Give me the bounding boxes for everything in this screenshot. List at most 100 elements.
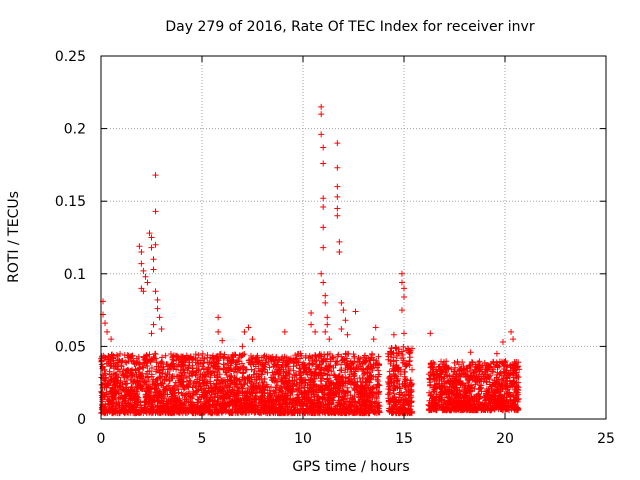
roti-point bbox=[270, 371, 277, 378]
roti-point bbox=[358, 382, 365, 389]
y-tick-label: 0.2 bbox=[64, 122, 86, 138]
roti-point bbox=[390, 331, 397, 338]
roti-point bbox=[271, 378, 278, 385]
roti-point bbox=[312, 352, 319, 359]
roti-point bbox=[467, 349, 474, 356]
roti-point bbox=[173, 383, 180, 390]
roti-point bbox=[322, 299, 329, 306]
roti-point bbox=[331, 371, 338, 378]
roti-point bbox=[317, 369, 324, 376]
roti-point bbox=[364, 393, 371, 400]
roti-point bbox=[214, 390, 221, 397]
roti-point bbox=[137, 402, 144, 409]
x-tick-label: 15 bbox=[395, 431, 413, 447]
roti-point bbox=[342, 369, 349, 376]
roti-point bbox=[144, 363, 151, 370]
roti-point bbox=[234, 402, 241, 409]
roti-point bbox=[322, 292, 329, 299]
roti-point bbox=[122, 380, 129, 387]
roti-point bbox=[138, 260, 145, 267]
roti-point bbox=[352, 308, 359, 315]
roti-point bbox=[321, 351, 328, 358]
roti-point bbox=[427, 330, 434, 337]
roti-point bbox=[342, 317, 349, 324]
roti-point bbox=[106, 368, 113, 375]
roti-point bbox=[215, 314, 222, 321]
roti-point bbox=[338, 361, 345, 368]
roti-point bbox=[137, 373, 144, 380]
roti-point bbox=[334, 193, 341, 200]
roti-point bbox=[320, 224, 327, 231]
roti-point bbox=[162, 370, 169, 377]
roti-point bbox=[338, 325, 345, 332]
roti-point bbox=[180, 386, 187, 393]
roti-point bbox=[320, 144, 327, 151]
roti-point bbox=[344, 331, 351, 338]
roti-point bbox=[320, 357, 327, 364]
roti-point bbox=[368, 399, 375, 406]
roti-point bbox=[158, 393, 165, 400]
roti-point bbox=[370, 336, 377, 343]
roti-point bbox=[234, 369, 241, 376]
roti-point bbox=[294, 382, 301, 389]
roti-point bbox=[269, 400, 276, 407]
roti-point bbox=[334, 212, 341, 219]
roti-point bbox=[201, 385, 208, 392]
roti-point bbox=[102, 370, 109, 377]
roti-point bbox=[283, 373, 290, 380]
roti-point bbox=[216, 385, 223, 392]
y-tick-label: 0.1 bbox=[64, 267, 86, 283]
y-axis-label: ROTI / TECUs bbox=[6, 191, 22, 283]
x-tick-label: 5 bbox=[198, 431, 207, 447]
roti-point bbox=[104, 328, 111, 335]
roti-point bbox=[146, 385, 153, 392]
roti-point bbox=[136, 243, 143, 250]
roti-point bbox=[290, 404, 297, 411]
roti-point bbox=[338, 389, 345, 396]
roti-point bbox=[154, 305, 161, 312]
roti-point bbox=[186, 390, 193, 397]
y-tick-label: 0 bbox=[77, 412, 86, 428]
roti-point bbox=[143, 387, 150, 394]
roti-point bbox=[320, 279, 327, 286]
roti-point bbox=[334, 140, 341, 147]
roti-point bbox=[366, 398, 373, 405]
roti-point bbox=[117, 379, 124, 386]
roti-point bbox=[241, 328, 248, 335]
roti-point bbox=[102, 320, 109, 327]
roti-point bbox=[112, 379, 119, 386]
roti-point bbox=[158, 325, 165, 332]
roti-point bbox=[332, 358, 339, 365]
roti-point bbox=[105, 381, 112, 388]
roti-point bbox=[493, 350, 500, 357]
roti-point bbox=[338, 299, 345, 306]
roti-point bbox=[318, 111, 325, 118]
roti-point bbox=[285, 409, 292, 416]
roti-point bbox=[158, 404, 165, 411]
roti-point bbox=[361, 389, 368, 396]
roti-point bbox=[344, 384, 351, 391]
roti-point bbox=[340, 307, 347, 314]
roti-point bbox=[148, 244, 155, 251]
roti-point bbox=[250, 382, 257, 389]
roti-point bbox=[193, 367, 200, 374]
roti-point bbox=[304, 403, 311, 410]
roti-point bbox=[152, 241, 159, 248]
roti-point bbox=[211, 397, 218, 404]
roti-point bbox=[183, 357, 190, 364]
roti-point bbox=[231, 406, 238, 413]
y-tick-label: 0.05 bbox=[55, 339, 86, 355]
roti-point bbox=[273, 379, 280, 386]
roti-point bbox=[109, 384, 116, 391]
roti-point bbox=[226, 395, 233, 402]
roti-point bbox=[334, 380, 341, 387]
roti-point bbox=[326, 336, 333, 343]
y-tick-label: 0.25 bbox=[55, 49, 86, 65]
roti-point bbox=[215, 360, 222, 367]
roti-point bbox=[321, 355, 328, 362]
roti-point bbox=[200, 359, 207, 366]
roti-point bbox=[157, 388, 164, 395]
roti-point bbox=[272, 384, 279, 391]
roti-point bbox=[401, 294, 407, 301]
roti-point bbox=[241, 381, 248, 388]
